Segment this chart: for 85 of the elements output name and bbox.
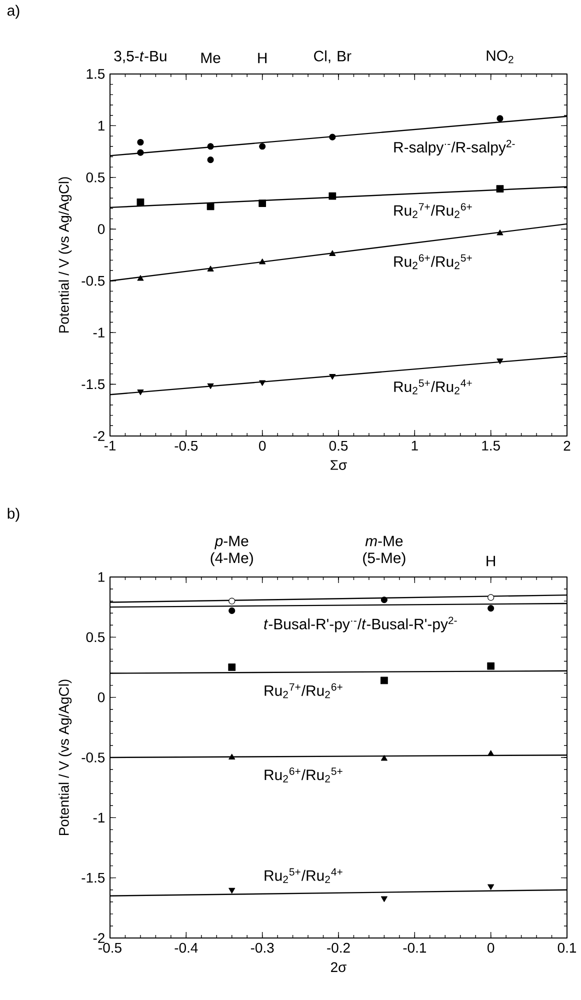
point [496,230,504,236]
x-tick-label: -0.3 [250,942,274,953]
point [380,676,388,684]
y-tick-label: 0.5 [86,632,105,642]
point [259,380,266,386]
point [207,383,214,389]
point [207,266,214,272]
point [488,884,494,890]
y-tick-label: -1.5 [82,379,105,390]
y-tick-label: -2 [93,933,104,943]
series-label: Ru$_{2}$$^{7+}$/Ru$_{2}$6+ [394,203,472,218]
y-axis-title: Potential / V (vs Ag/AgCl) [58,680,72,836]
point [496,185,504,192]
x-tick-label: 0 [488,942,494,953]
point [329,374,336,380]
y-tick-label: 0 [98,224,105,234]
point [228,754,236,760]
text: Ru$_{2}$$^{5+}$/Ru$_{2}$4+ [264,868,342,884]
text: b) [8,508,20,522]
x-axis-title: 2σ [331,962,346,972]
x-tick-label: 2 [564,440,570,451]
text: Ru$_{2}$$^{5+}$/Ru$_{2}$4+ [394,379,472,394]
x-tick-label: -0.2 [327,942,350,953]
y-axis-title: Potential / V (vs Ag/AgCl) [58,177,72,333]
y-tick-label: 0.5 [86,172,105,182]
point [488,594,494,601]
y-tick-label: -2 [93,431,104,441]
y-tick-label: -0.5 [82,276,105,286]
point [328,192,336,200]
series-label: R-salpy$^{·-}$/R-salpy$^{2-}$ [394,140,515,156]
text: Me [201,52,220,64]
text: Ru$_{2}$$^{6+}$/Ru$_{2}$5+ [264,768,342,782]
x-axis-title: Σσ [330,460,347,470]
point [207,156,214,164]
point [329,250,336,256]
point [136,198,144,206]
y-tick-label: -0.5 [82,752,105,762]
x-tick-label: -0.5 [174,440,198,451]
point [228,888,236,894]
text: NO$_{2}$ [486,50,514,64]
text: p-Me (4-Me) [210,536,253,566]
text: m-Me (5-Me) [363,536,406,566]
x-tick-label: 1.5 [482,440,500,451]
x-tick-label: 0.1 [558,942,576,953]
point [206,202,214,210]
text: a) [7,4,20,19]
text: Cl, Br [314,50,352,64]
point [207,143,214,150]
y-tick-label: -1 [93,328,104,338]
point [488,604,494,612]
x-tick-label: 0 [259,440,266,451]
point [258,200,266,207]
point [380,896,388,902]
y-tick-label: 0 [98,692,105,702]
point [496,115,504,122]
point [488,750,494,756]
text: H [258,52,266,64]
point [380,755,388,761]
point [137,390,144,396]
point [259,143,266,150]
y-tick-label: -1.5 [82,872,105,883]
point [259,258,266,264]
text: t-Busal-R'-py$^{·-}$/t-Busal-R'-py$^{2-}$ [264,616,457,632]
point [496,358,504,364]
point [228,598,236,604]
x-tick-label: -0.1 [403,942,426,953]
point [228,664,236,671]
x-tick-label: 1 [412,440,418,450]
point [380,596,388,604]
point [329,134,336,140]
point [487,662,495,670]
text: Ru$_{2}$$^{7+}$/Ru$_{2}$6+ [264,683,342,698]
text: 3,5-t-Bu [114,50,166,64]
y-tick-label: -1 [93,812,104,822]
y-tick-label: 1.5 [86,69,105,79]
point [228,607,236,614]
x-tick-label: -0.4 [174,942,198,953]
y-tick-label: 1 [98,120,104,130]
point [137,138,144,146]
point [137,275,144,281]
x-tick-label: 0.5 [329,440,348,451]
text: H [486,556,495,566]
y-tick-label: 1 [98,572,104,582]
point [137,149,144,156]
text: Ru$_{2}$$^{6+}$/Ru$_{2}$5+ [394,254,472,270]
